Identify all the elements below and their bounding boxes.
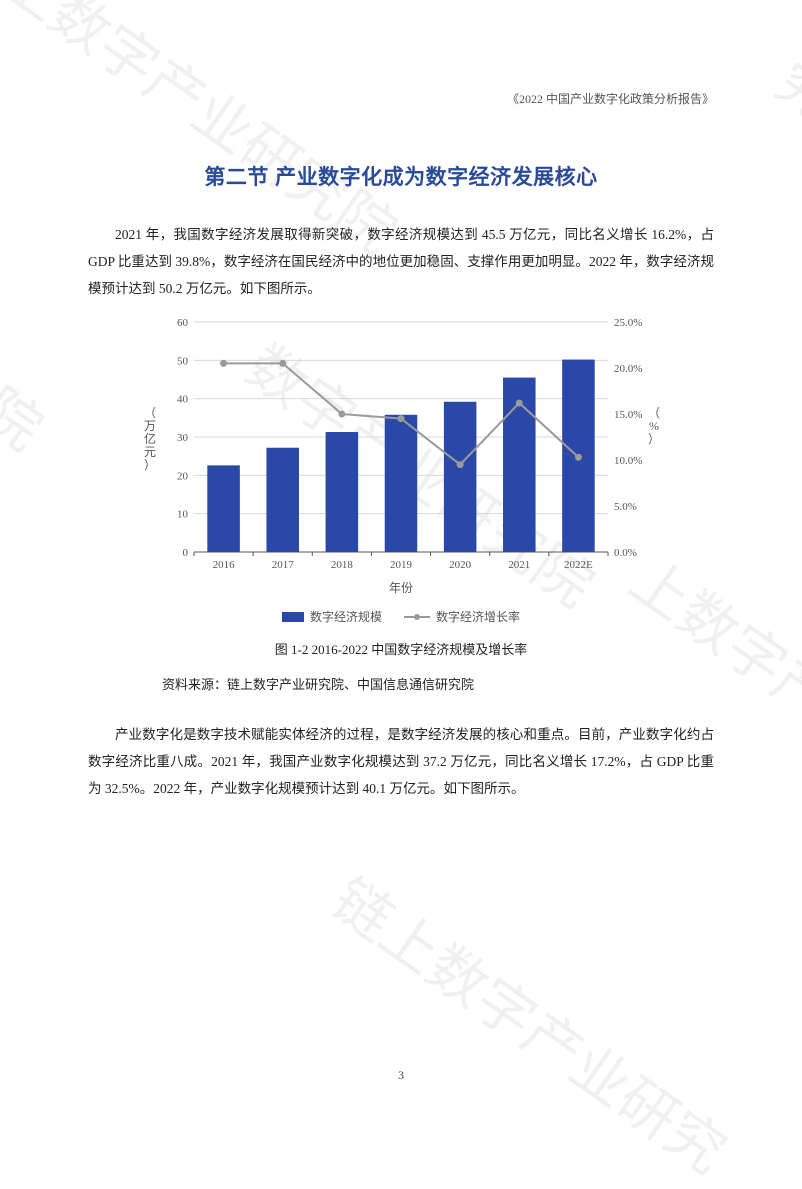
watermark: 链上数字产业研究 bbox=[318, 855, 746, 1189]
svg-text:（: （ bbox=[144, 406, 156, 420]
legend-line-label: 数字经济增长率 bbox=[436, 608, 520, 625]
svg-text:（: （ bbox=[648, 406, 660, 420]
svg-text:30: 30 bbox=[177, 432, 189, 444]
header-title: 《2022 中国产业数字化政策分析报告》 bbox=[88, 90, 714, 107]
legend-item-line: 数字经济增长率 bbox=[404, 608, 520, 625]
svg-text:20.0%: 20.0% bbox=[614, 363, 642, 375]
svg-text:万: 万 bbox=[144, 419, 156, 433]
svg-text:2020: 2020 bbox=[449, 559, 472, 571]
chart-container: 0 10 20 30 40 50 60 0.0% 5.0% 10.0% 15.0% 20.0% 25.0… bbox=[136, 312, 666, 693]
paragraph-1: 2021 年，我国数字经济发展取得新突破，数字经济规模达到 45.5 万亿元，同… bbox=[88, 221, 714, 302]
svg-text:10.0%: 10.0% bbox=[614, 455, 642, 467]
svg-text:2019: 2019 bbox=[390, 559, 413, 571]
figure-caption: 图 1-2 2016-2022 中国数字经济规模及增长率 bbox=[136, 639, 666, 658]
svg-text:25.0%: 25.0% bbox=[614, 317, 642, 329]
svg-text:60: 60 bbox=[177, 317, 189, 329]
svg-text:）: ） bbox=[648, 432, 660, 446]
svg-text:2022E: 2022E bbox=[564, 559, 593, 571]
section-title: 第二节 产业数字化成为数字经济发展核心 bbox=[88, 161, 714, 191]
svg-text:40: 40 bbox=[177, 394, 189, 406]
svg-text:%: % bbox=[649, 419, 659, 433]
legend-bar-label: 数字经济规模 bbox=[310, 608, 382, 625]
legend-item-bar: 数字经济规模 bbox=[282, 608, 382, 625]
paragraph-2: 产业数字化是数字技术赋能实体经济的过程，是数字经济发展的核心和重点。目前，产业数… bbox=[88, 721, 714, 802]
svg-text:50: 50 bbox=[177, 355, 189, 367]
svg-text:2016: 2016 bbox=[213, 559, 236, 571]
svg-text:元: 元 bbox=[144, 445, 156, 459]
svg-text:）: ） bbox=[144, 458, 156, 472]
svg-text:15.0%: 15.0% bbox=[614, 409, 642, 421]
svg-text:年份: 年份 bbox=[389, 581, 413, 595]
figure-source: 资料来源：链上数字产业研究院、中国信息通信研究院 bbox=[136, 674, 666, 693]
line-swatch bbox=[404, 616, 430, 618]
svg-text:0: 0 bbox=[183, 547, 189, 559]
svg-text:2021: 2021 bbox=[508, 559, 530, 571]
svg-text:2017: 2017 bbox=[272, 559, 295, 571]
svg-text:5.0%: 5.0% bbox=[614, 501, 637, 513]
chart-legend: 数字经济规模 数字经济增长率 bbox=[136, 608, 666, 625]
svg-text:2018: 2018 bbox=[331, 559, 354, 571]
bar-swatch bbox=[282, 612, 304, 622]
page-number: 3 bbox=[0, 1068, 802, 1083]
svg-text:亿: 亿 bbox=[144, 431, 156, 446]
svg-text:20: 20 bbox=[177, 470, 189, 482]
svg-text:10: 10 bbox=[177, 509, 189, 521]
combo-chart: 0 10 20 30 40 50 60 0.0% 5.0% 10.0% 15.0% 20.0% 25.0… bbox=[136, 312, 666, 602]
svg-text:0.0%: 0.0% bbox=[614, 547, 637, 559]
